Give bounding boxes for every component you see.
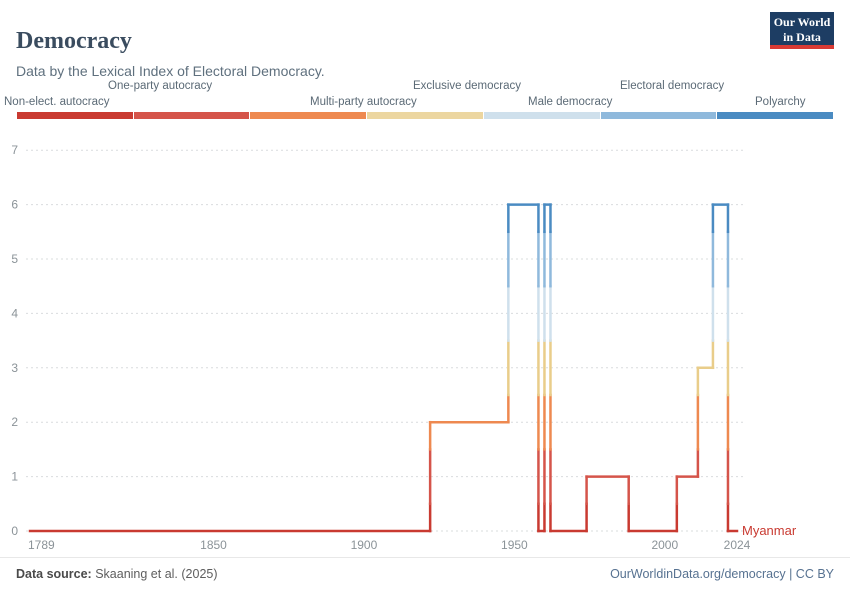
x-tick-1789: 1789 xyxy=(28,538,55,552)
credit: OurWorldinData.org/democracy | CC BY xyxy=(610,567,834,581)
x-tick-2000: 2000 xyxy=(651,538,678,552)
x-tick-1850: 1850 xyxy=(200,538,227,552)
y-tick-0: 0 xyxy=(11,524,18,538)
y-tick-7: 7 xyxy=(11,143,18,157)
legend-segment-4[interactable] xyxy=(483,112,601,119)
legend-segment-3[interactable] xyxy=(367,112,484,119)
legend-label-1: One-party autocracy xyxy=(108,80,213,92)
legend-label-5: Electoral democracy xyxy=(620,80,725,92)
owid-logo-line2: in Data xyxy=(783,30,821,44)
entity-label[interactable]: Myanmar xyxy=(742,523,797,538)
data-source-label: Data source: xyxy=(16,567,92,581)
legend-label-4: Male democracy xyxy=(528,96,613,108)
gridlines xyxy=(26,149,745,532)
owid-logo[interactable]: Our World in Data xyxy=(770,12,834,49)
legend-label-6: Polyarchy xyxy=(755,96,806,108)
category-legend-bar xyxy=(17,112,834,119)
legend-segment-1[interactable] xyxy=(133,112,251,119)
x-tick-2024: 2024 xyxy=(724,538,751,552)
myanmar-series-line[interactable] xyxy=(28,203,739,533)
category-legend-labels: Non-elect. autocracy One-party autocracy M… xyxy=(0,80,850,112)
y-tick-3: 3 xyxy=(11,361,18,375)
x-axis-labels: 1789 1850 1900 1950 2000 2024 xyxy=(28,538,751,552)
y-tick-1: 1 xyxy=(11,470,18,484)
x-tick-1900: 1900 xyxy=(351,538,378,552)
legend-segment-2[interactable] xyxy=(250,112,368,119)
data-source-value: Skaaning et al. (2025) xyxy=(91,567,218,581)
legend-label-2: Multi-party autocracy xyxy=(310,96,417,108)
footer-divider xyxy=(0,557,850,558)
y-tick-6: 6 xyxy=(11,198,18,212)
legend-segment-5[interactable] xyxy=(600,112,718,119)
credit-link[interactable]: OurWorldinData.org/democracy xyxy=(610,567,786,581)
data-source: Data source: Skaaning et al. (2025) xyxy=(16,567,218,581)
legend-label-3: Exclusive democracy xyxy=(413,80,522,92)
owid-logo-line1: Our World xyxy=(773,15,831,29)
x-tick-1950: 1950 xyxy=(501,538,528,552)
legend-segment-6[interactable] xyxy=(717,112,834,119)
y-tick-5: 5 xyxy=(11,252,18,266)
legend-segment-0[interactable] xyxy=(17,112,134,119)
y-tick-2: 2 xyxy=(11,415,18,429)
legend-label-0: Non-elect. autocracy xyxy=(4,96,110,108)
y-tick-4: 4 xyxy=(11,306,18,320)
credit-license: | CC BY xyxy=(785,567,834,581)
y-axis-labels: 0 1 2 3 4 5 6 7 xyxy=(11,143,18,538)
page-title: Democracy xyxy=(16,28,132,55)
page-subtitle: Data by the Lexical Index of Electoral D… xyxy=(16,63,325,79)
